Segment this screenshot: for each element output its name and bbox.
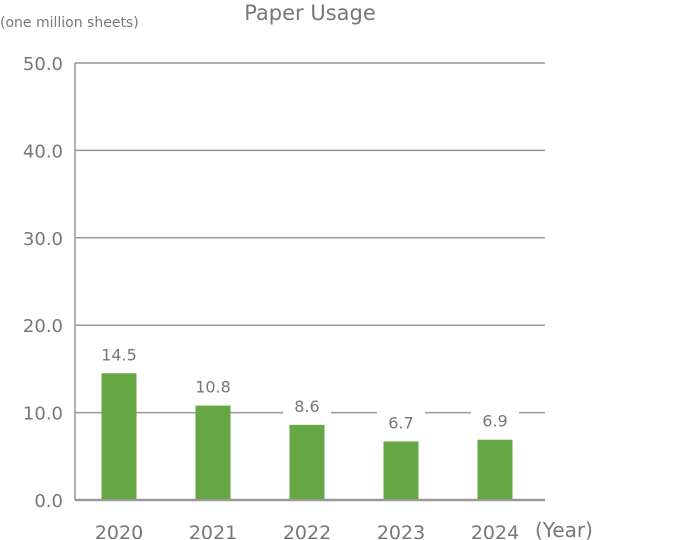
x-tick-label: 2020 — [95, 522, 143, 540]
y-tick-label: 10.0 — [23, 404, 63, 425]
bar-2023 — [383, 441, 419, 499]
y-tick-label: 20.0 — [23, 316, 63, 337]
data-label: 6.7 — [388, 413, 413, 432]
y-tick-label: 30.0 — [23, 229, 63, 250]
bar-2021 — [195, 405, 231, 499]
bar-2024 — [477, 439, 513, 499]
x-tick-label: 2021 — [189, 522, 237, 540]
bar-2022 — [289, 424, 325, 499]
y-tick-label: 50.0 — [23, 54, 63, 75]
x-axis-label: (Year) — [535, 518, 593, 540]
y-tick-label: 0.0 — [34, 491, 63, 512]
data-label-background — [283, 393, 331, 416]
data-label-background — [377, 410, 425, 433]
data-label-background — [189, 374, 237, 397]
data-label: 6.9 — [482, 412, 507, 431]
y-axis-label: (one million sheets) — [0, 15, 139, 31]
x-tick-label: 2023 — [377, 522, 425, 540]
x-tick-label: 2024 — [471, 522, 519, 540]
data-label: 10.8 — [195, 378, 231, 397]
x-tick-label: 2022 — [283, 522, 331, 540]
y-tick-label: 40.0 — [23, 141, 63, 162]
data-label: 14.5 — [101, 345, 137, 364]
bar-2020 — [101, 373, 137, 499]
chart-title: Paper Usage — [244, 1, 376, 25]
data-label-background — [95, 342, 143, 365]
data-label: 8.6 — [294, 397, 319, 416]
data-label-background — [471, 408, 519, 431]
